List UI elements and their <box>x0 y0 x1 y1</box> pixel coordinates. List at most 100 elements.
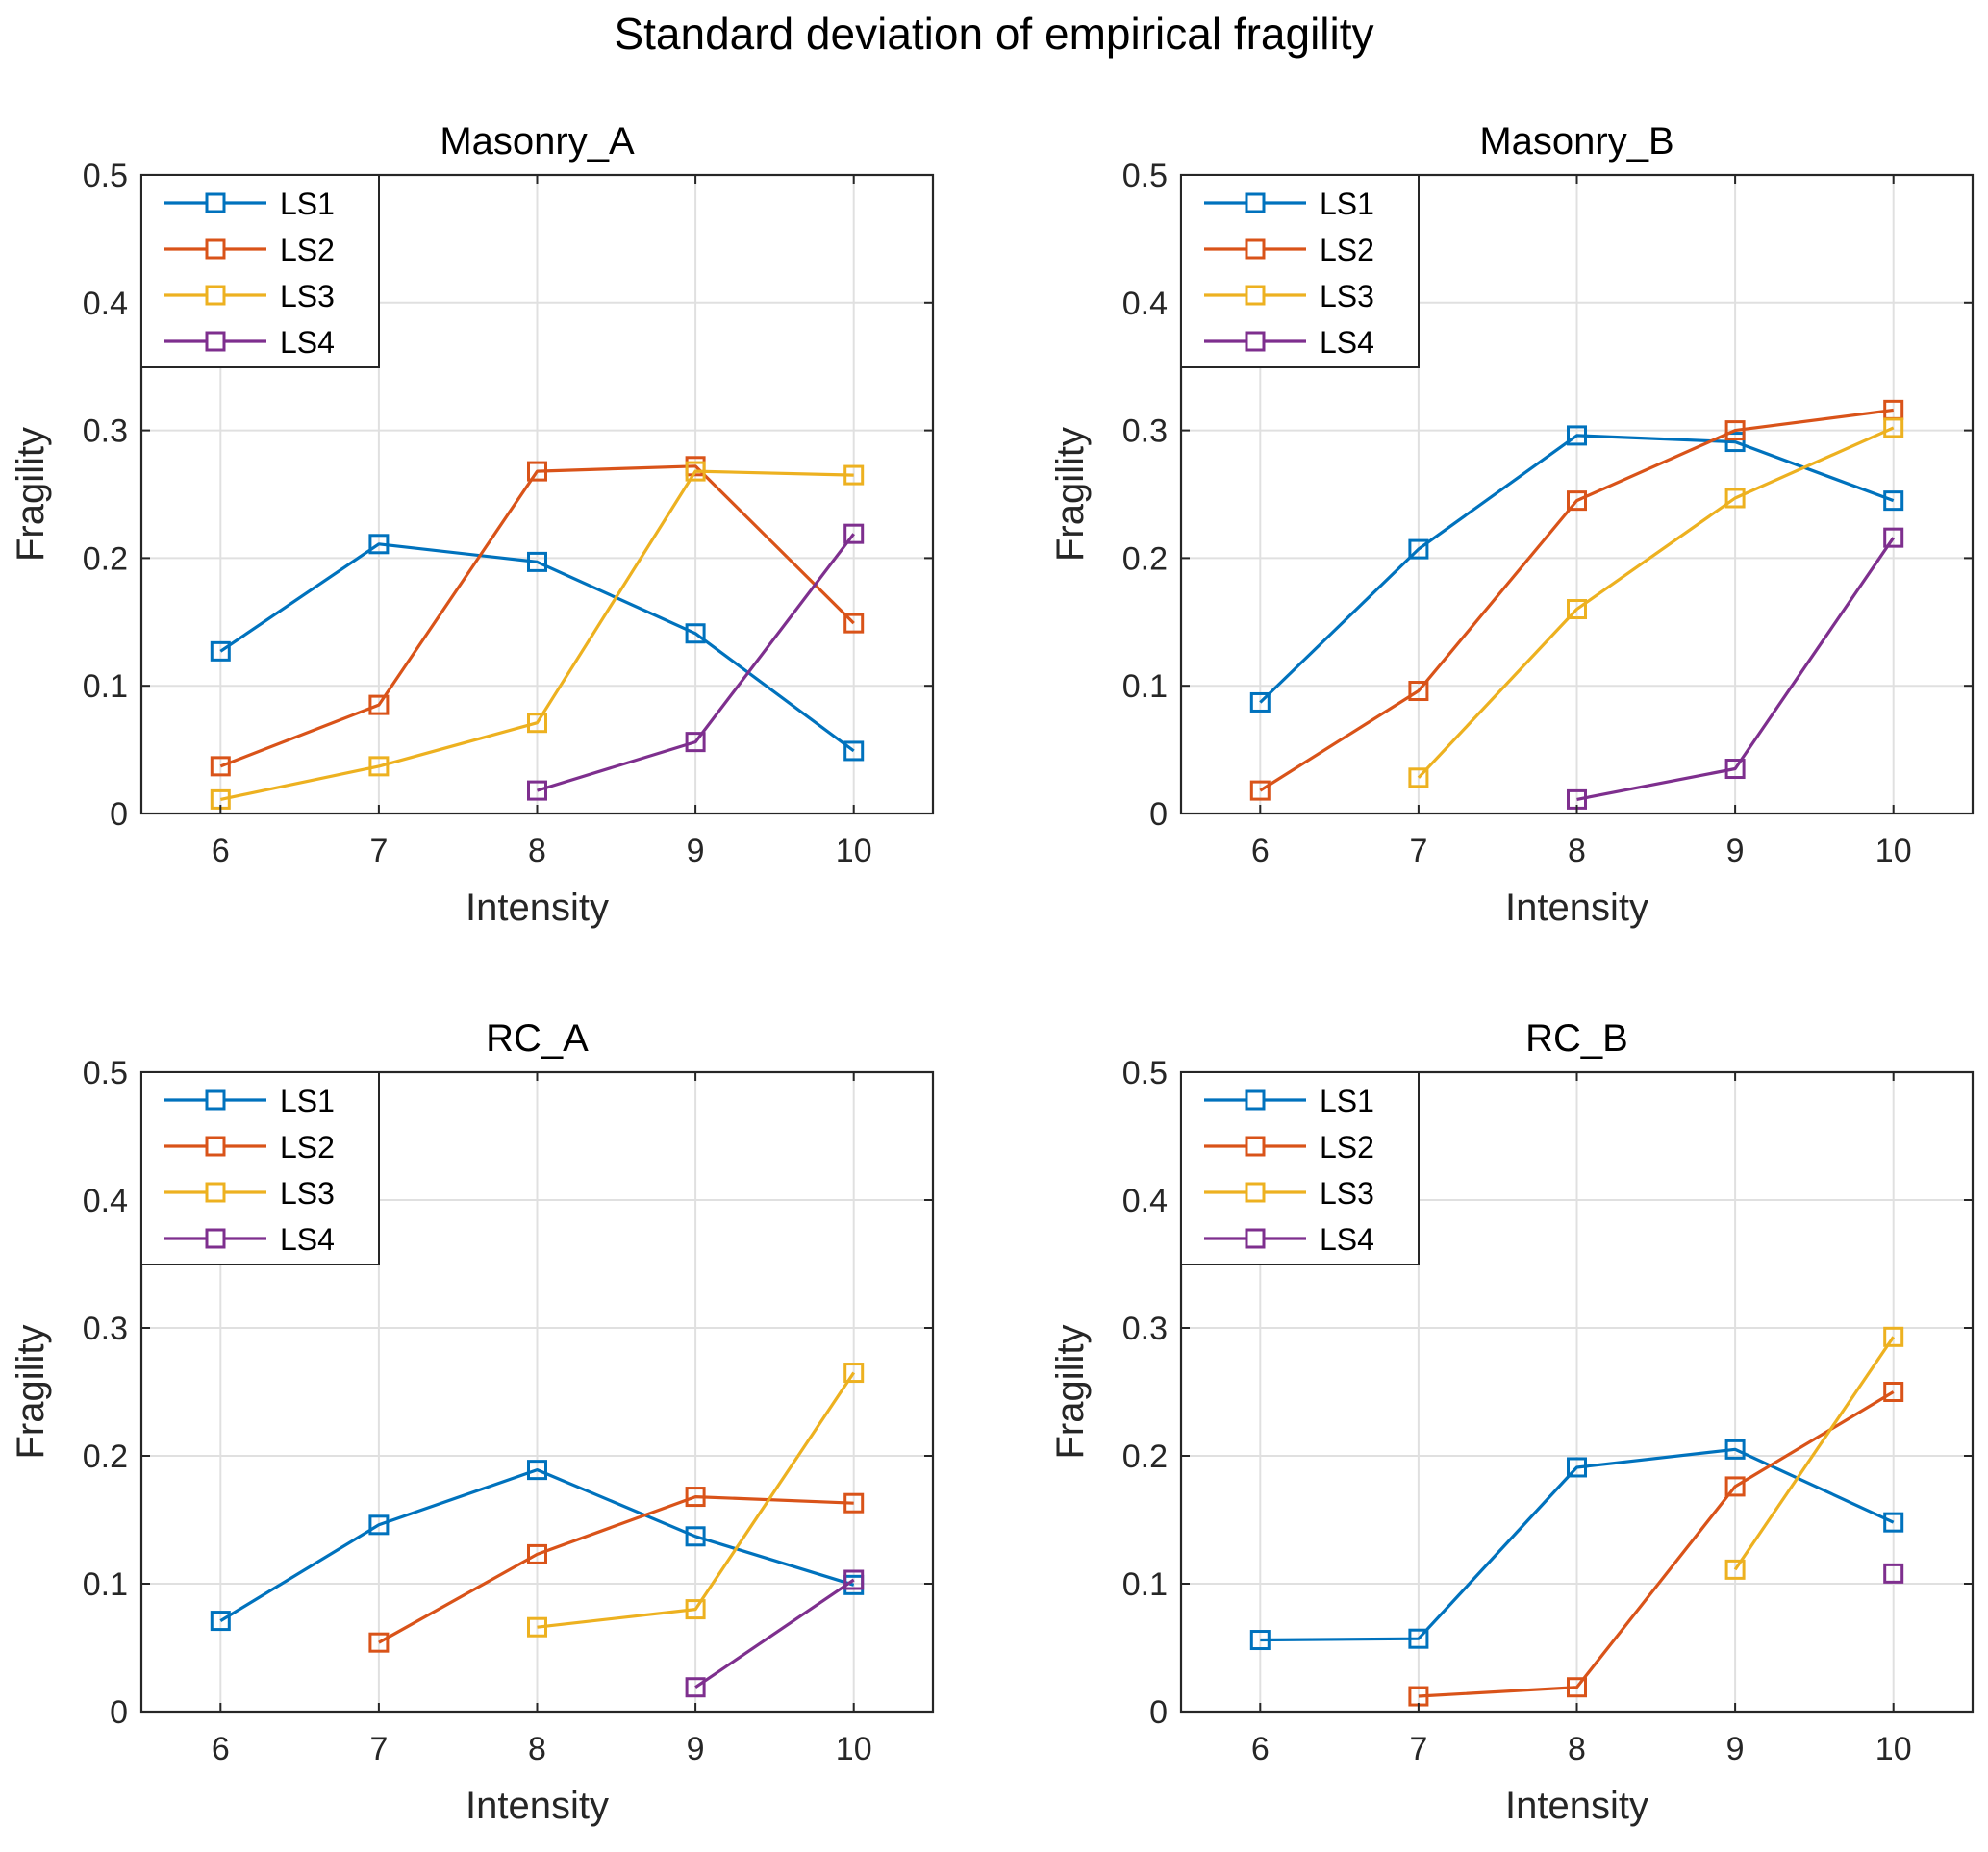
data-point-ls2 <box>1567 1677 1587 1698</box>
legend-box <box>1180 174 1420 368</box>
legend-label-ls3: LS3 <box>280 1176 335 1211</box>
data-point-ls2 <box>843 1492 865 1514</box>
data-point-ls4 <box>527 780 547 801</box>
data-point-ls1 <box>368 534 390 555</box>
legend: LS1 LS2 LS3 LS4 <box>140 174 380 368</box>
legend-label-ls2: LS2 <box>1320 1130 1374 1164</box>
legend-marker-ls3 <box>205 285 226 306</box>
x-tick-label: 6 <box>212 833 230 869</box>
legend-label-ls4: LS4 <box>1320 325 1374 360</box>
legend-label-ls3: LS3 <box>280 279 335 313</box>
y-tick-label: 0.4 <box>83 286 128 322</box>
data-point-ls2 <box>685 1487 706 1508</box>
data-point-ls3 <box>685 1599 706 1620</box>
x-tick-label: 10 <box>836 833 872 869</box>
data-point-ls2 <box>1567 490 1587 512</box>
series-line-ls3 <box>537 1371 856 1629</box>
y-tick-label: 0 <box>1149 1694 1168 1731</box>
x-tick-label: 9 <box>1726 833 1745 869</box>
data-point-ls3 <box>527 713 547 734</box>
x-tick-label: 7 <box>369 1731 388 1767</box>
data-point-ls4 <box>1883 1563 1904 1584</box>
y-tick-label: 0.5 <box>1122 1055 1168 1091</box>
x-tick-label: 8 <box>1568 1731 1586 1767</box>
data-point-ls1 <box>1249 691 1271 713</box>
data-point-ls1 <box>1724 432 1746 453</box>
legend-label-ls2: LS2 <box>280 1130 335 1164</box>
legend-marker-ls4 <box>205 331 226 352</box>
data-point-ls1 <box>1724 1439 1746 1460</box>
data-point-ls2 <box>368 694 390 715</box>
figure-title: Standard deviation of empirical fragilit… <box>614 9 1374 59</box>
data-point-ls2 <box>1249 780 1271 801</box>
legend-label-ls4: LS4 <box>1320 1222 1374 1257</box>
legend-marker-ls1 <box>205 1089 226 1111</box>
x-tick-label: 10 <box>1875 1731 1912 1767</box>
data-point-ls1 <box>1883 1512 1904 1533</box>
y-tick-label: 0 <box>1149 796 1168 833</box>
series-line-ls2 <box>1418 1390 1895 1698</box>
series-line-ls4 <box>694 1578 855 1689</box>
y-tick-label: 0.3 <box>1122 413 1168 450</box>
series-line-ls1 <box>219 1467 855 1622</box>
data-point-ls3 <box>1567 599 1587 620</box>
data-point-ls3 <box>685 461 706 482</box>
series-line-ls2 <box>378 1494 854 1644</box>
series-line-ls3 <box>1733 1336 1896 1571</box>
legend-marker-ls2 <box>205 1136 226 1157</box>
legend-marker-ls3 <box>1245 285 1266 306</box>
x-axis-label: Intensity <box>1505 887 1648 929</box>
subplot-title: RC_B <box>1525 1017 1628 1060</box>
y-tick-label: 0.5 <box>83 158 128 194</box>
data-point-ls4 <box>843 1569 865 1590</box>
x-tick-label: 8 <box>528 833 546 869</box>
data-point-ls2 <box>843 613 865 634</box>
data-point-ls1 <box>368 1514 390 1536</box>
x-tick-label: 7 <box>369 833 388 869</box>
data-point-ls4 <box>1883 527 1904 548</box>
data-point-ls1 <box>527 1460 547 1481</box>
x-tick-label: 7 <box>1409 1731 1427 1767</box>
subplot-title: Masonry_A <box>440 120 635 163</box>
legend-marker-ls4 <box>1245 331 1266 352</box>
data-point-ls3 <box>843 1363 865 1384</box>
x-tick-label: 9 <box>687 1731 705 1767</box>
legend-label-ls2: LS2 <box>1320 233 1374 267</box>
x-axis-label: Intensity <box>466 1785 609 1827</box>
data-point-ls2 <box>527 461 547 482</box>
data-point-ls3 <box>1883 1326 1904 1347</box>
data-point-ls1 <box>1408 538 1429 560</box>
data-point-ls2 <box>1724 1476 1746 1497</box>
legend-marker-ls2 <box>205 238 226 260</box>
series-line-ls3 <box>219 469 854 801</box>
series-line-ls2 <box>219 464 855 768</box>
legend: LS1 LS2 LS3 LS4 <box>1180 174 1420 368</box>
series-line-ls4 <box>1576 537 1896 801</box>
subplot-title: RC_A <box>486 1017 589 1060</box>
y-axis-label: Fragility <box>1049 427 1092 562</box>
data-point-ls3 <box>1408 767 1429 788</box>
legend-label-ls1: LS1 <box>280 187 335 221</box>
data-point-ls3 <box>1724 488 1746 509</box>
subplot-title: Masonry_B <box>1479 120 1673 163</box>
x-tick-label: 9 <box>1726 1731 1745 1767</box>
data-point-ls2 <box>527 1543 547 1564</box>
data-point-ls1 <box>1883 490 1904 512</box>
data-point-ls1 <box>1567 425 1587 446</box>
x-tick-label: 10 <box>1875 833 1912 869</box>
data-point-ls1 <box>685 623 706 644</box>
y-axis-label: Fragility <box>1049 1324 1092 1459</box>
data-point-ls4 <box>1724 759 1746 780</box>
y-tick-label: 0.2 <box>83 1439 128 1475</box>
series-line-ls1 <box>1260 1447 1895 1642</box>
legend-marker-ls3 <box>1245 1182 1266 1203</box>
y-tick-label: 0.5 <box>83 1055 128 1091</box>
legend-label-ls1: LS1 <box>1320 187 1374 221</box>
y-tick-label: 0.3 <box>1122 1311 1168 1347</box>
subplot-masonry-a: 6 7 8 9 10 0 0.1 0.2 0.3 0.4 0.5 Masonry_A Intensity… <box>10 120 935 929</box>
y-axis-label: Fragility <box>10 1324 52 1459</box>
subplot-masonry-b: 6 7 8 9 10 0 0.1 0.2 0.3 0.4 0.5 Masonry_B Intensity… <box>1049 120 1975 929</box>
x-tick-label: 6 <box>1251 1731 1270 1767</box>
y-tick-label: 0.1 <box>1122 1566 1168 1603</box>
data-point-ls1 <box>210 1611 231 1632</box>
